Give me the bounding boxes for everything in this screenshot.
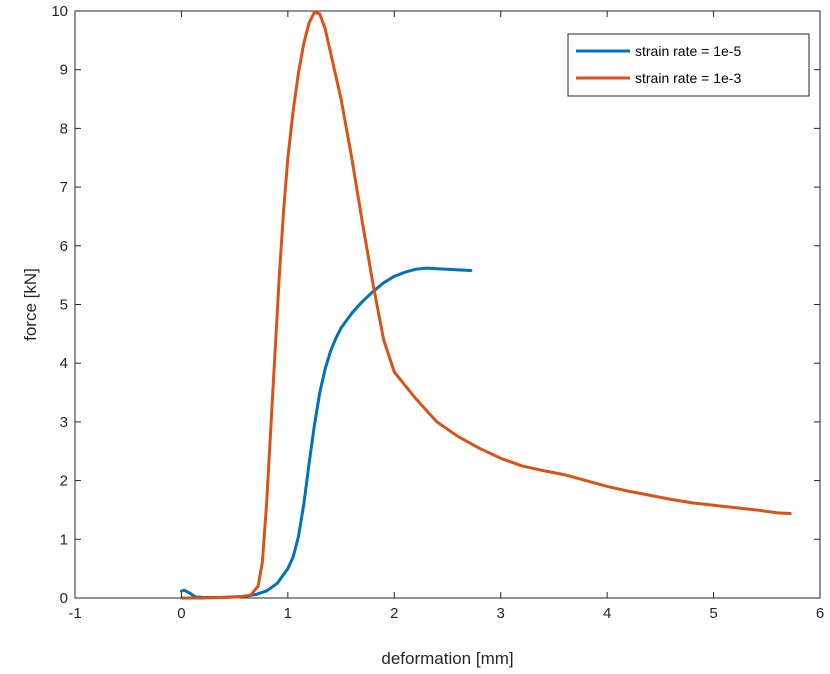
series-line-2 bbox=[179, 10, 792, 600]
y-axis-title: force [kN] bbox=[21, 268, 40, 341]
y-tick-label: 9 bbox=[60, 62, 68, 79]
legend-label-1: strain rate = 1e-5 bbox=[635, 43, 741, 59]
y-tick-label: 5 bbox=[60, 297, 68, 314]
plot-area bbox=[74, 10, 821, 599]
y-tick-label: 10 bbox=[51, 3, 68, 20]
y-tick-label: 6 bbox=[60, 238, 68, 255]
x-tick-label: 3 bbox=[497, 605, 505, 622]
x-tick-label: 5 bbox=[709, 605, 717, 622]
x-axis-title: deformation [mm] bbox=[381, 649, 513, 668]
x-tick-label: 0 bbox=[177, 605, 185, 622]
x-tick-label: 1 bbox=[284, 605, 292, 622]
y-tick-label: 0 bbox=[60, 590, 68, 607]
x-tick-label: 6 bbox=[816, 605, 824, 622]
x-tick-label: -1 bbox=[68, 605, 81, 622]
y-tick-label: 2 bbox=[60, 473, 68, 490]
legend-label-2: strain rate = 1e-3 bbox=[635, 70, 741, 86]
y-tick-label: 8 bbox=[60, 120, 68, 137]
y-tick-label: 3 bbox=[60, 414, 68, 431]
x-tick-label: 2 bbox=[390, 605, 398, 622]
y-tick-label: 4 bbox=[60, 355, 68, 372]
legend-box bbox=[567, 33, 810, 97]
y-tick-label: 1 bbox=[60, 531, 68, 548]
x-tick-label: 4 bbox=[603, 605, 611, 622]
y-tick-label: 7 bbox=[60, 179, 68, 196]
